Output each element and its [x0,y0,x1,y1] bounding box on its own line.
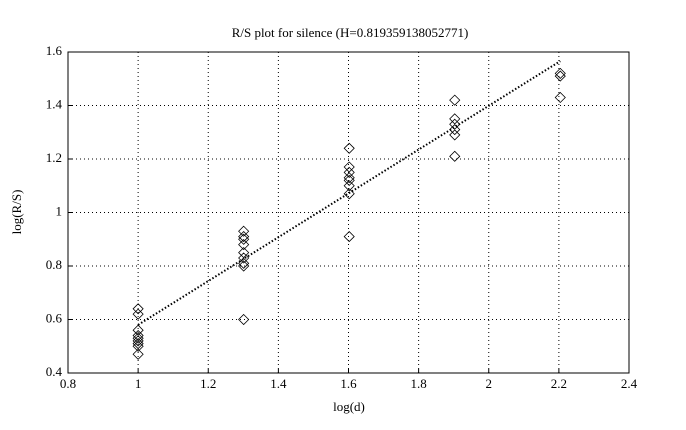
data-point [132,335,144,347]
data-point [343,172,355,184]
data-point [132,324,144,336]
data-point [449,124,461,136]
y-tick-label: 1 [56,203,63,218]
y-tick-label: 0.4 [46,364,63,379]
x-tick-label: 1.6 [340,376,357,391]
data-point [132,329,144,342]
data-point [343,188,355,200]
data-point [132,338,144,350]
data-point [238,233,250,245]
x-tick-label: 1.2 [200,376,216,391]
data-point [343,180,355,192]
x-tick-label: 2.2 [551,376,567,391]
x-tick-label: 1.8 [411,376,427,391]
data-point [132,308,144,320]
data-point [449,129,461,141]
x-tick-label: 2 [486,376,493,391]
data-point [238,252,250,264]
y-axis-label: log(R/S) [9,190,24,235]
x-tick-label: 1.4 [270,376,287,391]
fit-line [137,60,561,326]
data-point [132,348,144,360]
data-point [449,150,461,162]
y-tick-label: 1.2 [46,150,62,165]
data-point [238,225,250,237]
data-point [238,260,250,272]
data-point [554,91,566,104]
data-point [238,247,250,259]
data-point [343,161,355,173]
data-point [449,113,461,125]
y-tick-label: 0.8 [46,257,62,272]
data-point [343,142,355,154]
data-point [238,239,250,251]
data-point [343,231,355,243]
data-point [343,174,355,186]
data-point [238,231,250,243]
x-tick-label: 2.4 [621,376,638,391]
data-point [132,332,144,344]
data-point [343,166,355,178]
data-point [238,313,250,326]
data-point [132,303,144,315]
data-point [449,94,461,106]
chart-title: R/S plot for silence (H=0.81935913805277… [232,25,469,40]
data-point [132,340,144,352]
y-tick-label: 1.4 [46,96,63,111]
x-tick-label: 1 [135,376,142,391]
data-point [449,118,461,130]
y-tick-label: 0.6 [46,310,63,325]
x-tick-label: 0.8 [60,376,76,391]
data-point [554,67,566,79]
x-axis-label: log(d) [333,399,365,414]
y-tick-label: 1.6 [46,43,63,58]
data-point [554,70,566,82]
